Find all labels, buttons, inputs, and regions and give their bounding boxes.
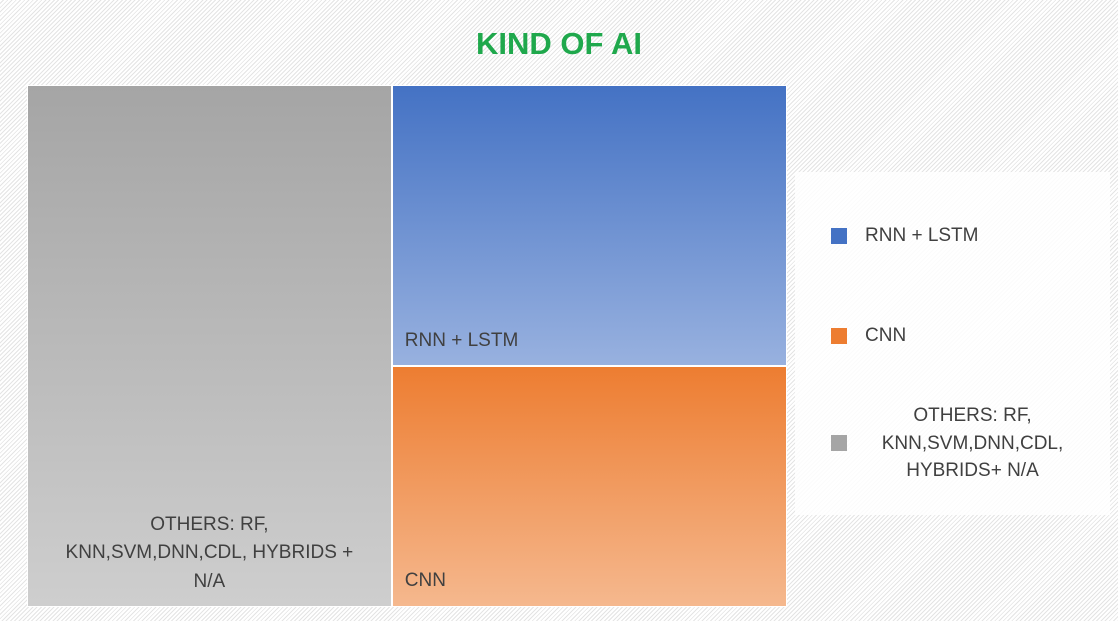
legend-item: OTHERS: RF, KNN,SVM,DNN,CDL, HYBRIDS+ N/… <box>831 402 1091 485</box>
legend-swatch <box>831 327 847 344</box>
legend-label: RNN + LSTM <box>865 225 979 246</box>
legend: RNN + LSTM CNN OTHERS: RF, KNN,SVM,DNN,CDL… <box>795 172 1110 515</box>
treemap-cell: RNN + LSTM <box>391 85 787 367</box>
legend-swatch <box>831 227 847 244</box>
legend-item: CNN <box>831 322 1091 350</box>
legend-label: CNN <box>865 325 907 346</box>
cell-label: CNN <box>404 570 446 592</box>
treemap-cell: OTHERS: RF, KNN,SVM,DNN,CDL, HYBRIDS + N… <box>27 85 392 607</box>
legend-swatch <box>831 435 847 452</box>
treemap-cell: CNN <box>391 366 787 607</box>
chart-title: KIND OF AI <box>476 26 642 61</box>
legend-item: RNN + LSTM <box>831 222 1091 250</box>
cell-label: OTHERS: RF, KNN,SVM,DNN,CDL, HYBRIDS + N… <box>65 513 354 592</box>
legend-label: OTHERS: RF, KNN,SVM,DNN,CDL, HYBRIDS+ N/… <box>881 405 1064 482</box>
cell-label: RNN + LSTM <box>404 329 519 351</box>
